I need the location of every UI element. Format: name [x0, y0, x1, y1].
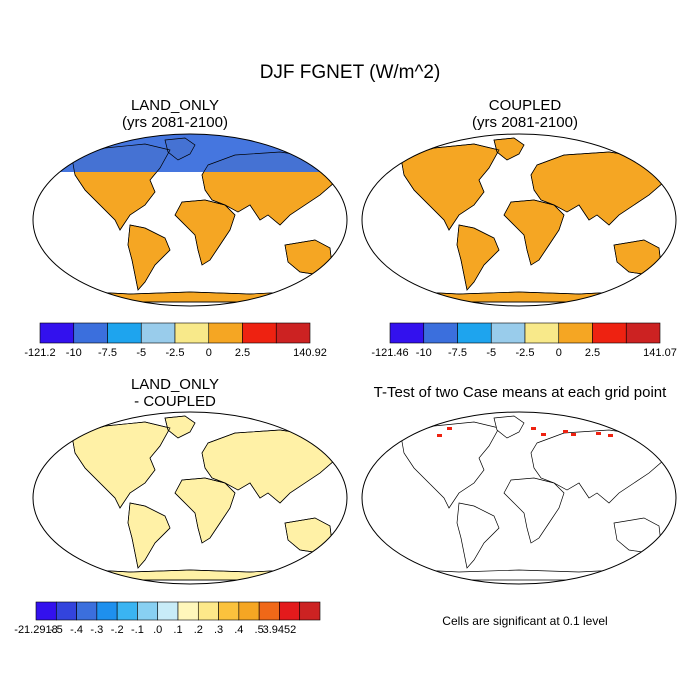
- colorbar-label: -121.46: [371, 347, 408, 359]
- map-land-only: [33, 134, 347, 306]
- colorbar-swatch: [238, 601, 260, 621]
- colorbar-swatch: [174, 322, 210, 344]
- colorbar-difference: -21.2918-.5 -.4 -.3 -.2 -.1 .0 .1 .2 .3 .4 .53.945…: [14, 601, 321, 636]
- map-border: [361, 411, 677, 585]
- colorbar-swatch: [258, 601, 280, 621]
- colorbar-label: -.5: [50, 624, 63, 636]
- colorbar-swatch: [96, 601, 118, 621]
- colorbar-swatch: [197, 601, 219, 621]
- colorbar-swatch: [299, 601, 321, 621]
- colorbar-label: -.4: [70, 624, 83, 636]
- panel-title-line2: (yrs 2081-2100): [472, 114, 578, 131]
- colorbar-swatch: [157, 601, 179, 621]
- colorbar-swatch: [55, 601, 77, 621]
- panel-title-difference: LAND_ONLY - COUPLED: [50, 376, 300, 410]
- colorbar-swatch: [107, 322, 142, 344]
- colorbar-swatch: [524, 322, 560, 344]
- colorbar-label: .0: [153, 624, 162, 636]
- map-difference: [39, 415, 341, 581]
- colorbar-swatch: [592, 322, 627, 344]
- colorbar-label: -10: [416, 347, 432, 359]
- colorbar-swatch: [279, 601, 301, 621]
- colorbar-label: -10: [66, 347, 82, 359]
- map-border: [32, 133, 348, 307]
- colorbar-label: .2: [194, 624, 203, 636]
- colorbar-label: -21.2918: [14, 624, 57, 636]
- colorbar-swatch: [73, 322, 108, 344]
- colorbar-coupled: -121.46 -10 -7.5 -5 -2.5 0 2.5 141.07: [371, 322, 677, 359]
- colorbar-label: .5: [255, 624, 264, 636]
- colorbar-label: 2.5: [235, 347, 250, 359]
- main-title: DJF FGNET (W/m^2): [259, 62, 441, 83]
- colorbar-label: .1: [173, 624, 182, 636]
- colorbar-swatch: [423, 322, 458, 344]
- colorbar-label: -7.5: [448, 347, 467, 359]
- panel-title-land-only: LAND_ONLY (yrs 2081-2100): [50, 97, 300, 131]
- panel-title-line2: - COUPLED: [134, 393, 216, 410]
- colorbar-swatch: [177, 601, 199, 621]
- colorbar-label: -.2: [111, 624, 124, 636]
- significance-note: Cells are significant at 0.1 level: [442, 614, 608, 628]
- colorbar-swatch: [208, 322, 243, 344]
- colorbar-swatch: [389, 322, 425, 344]
- colorbar-label: -.1: [131, 624, 144, 636]
- colorbar-label: -5: [486, 347, 496, 359]
- colorbar-swatch: [137, 601, 159, 621]
- colorbar-label: -.3: [90, 624, 103, 636]
- colorbar-label: 0: [556, 347, 562, 359]
- panel-title-coupled: COUPLED (yrs 2081-2100): [400, 97, 650, 131]
- colorbar-swatch: [76, 601, 98, 621]
- colorbar-swatch: [275, 322, 311, 344]
- panel-title-line2: (yrs 2081-2100): [122, 114, 228, 131]
- colorbar-label: .4: [234, 624, 243, 636]
- panel-title-line1: LAND_ONLY: [130, 97, 220, 114]
- colorbar-label: 3.9452: [263, 624, 297, 636]
- colorbar-label: -5: [136, 347, 146, 359]
- colorbar-label: 140.92: [293, 347, 327, 359]
- panel-title-ttest: T-Test of two Case means at each grid po…: [373, 384, 667, 401]
- colorbar-swatch: [490, 322, 526, 344]
- colorbar-swatch: [39, 322, 75, 344]
- panel-title-line1: LAND_ONLY: [130, 376, 220, 393]
- map-ttest: [368, 415, 670, 581]
- map-coupled: [368, 137, 670, 303]
- map-border: [32, 411, 348, 585]
- colorbar-swatch: [116, 601, 138, 621]
- colorbar-swatch: [625, 322, 661, 344]
- significant-cells: [437, 427, 613, 437]
- colorbar-label: -121.2: [24, 347, 55, 359]
- colorbar-swatch: [457, 322, 492, 344]
- colorbar-label: 0: [206, 347, 212, 359]
- colorbar-swatch: [242, 322, 277, 344]
- colorbar-swatch: [218, 601, 240, 621]
- colorbar-swatch: [35, 601, 57, 621]
- colorbar-label: -2.5: [166, 347, 185, 359]
- colorbar-label: -2.5: [516, 347, 535, 359]
- colorbar-label: 2.5: [585, 347, 600, 359]
- colorbar-swatch: [558, 322, 593, 344]
- colorbar-label: 141.07: [643, 347, 677, 359]
- panel-title-line1: COUPLED: [488, 97, 562, 114]
- colorbar-label: -7.5: [98, 347, 117, 359]
- colorbar-land-only: -121.2 -10 -7.5 -5 -2.5 0 2.5 140.92: [24, 322, 327, 359]
- map-border: [361, 133, 677, 307]
- colorbar-label: .3: [214, 624, 223, 636]
- colorbar-swatch: [140, 322, 176, 344]
